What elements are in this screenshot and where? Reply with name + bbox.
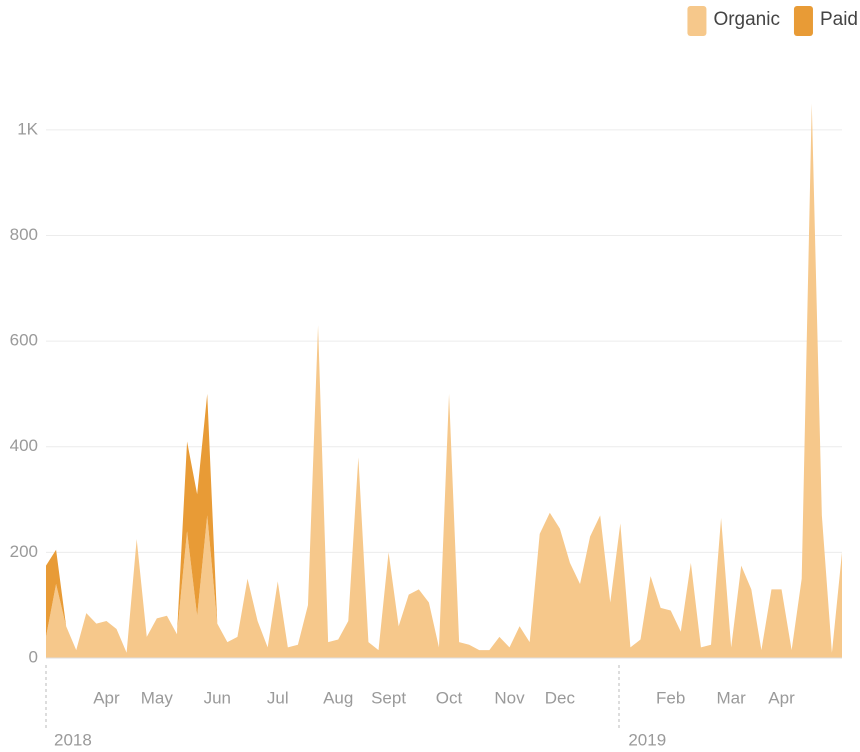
- x-tick-label: Dec: [545, 688, 576, 707]
- legend-label: Organic: [713, 9, 780, 30]
- y-tick-label: 200: [10, 542, 38, 561]
- x-tick-label: Jun: [204, 688, 231, 707]
- legend-swatch: [687, 6, 707, 36]
- x-tick-label: Nov: [494, 688, 525, 707]
- year-label: 2018: [54, 730, 92, 749]
- y-tick-label: 0: [29, 647, 38, 666]
- area: [46, 103, 842, 659]
- year-label: 2019: [628, 730, 666, 749]
- legend-label: Paid: [820, 9, 858, 30]
- x-tick-label: Apr: [93, 688, 120, 707]
- x-tick-label: Mar: [717, 688, 747, 707]
- x-tick-label: Aug: [323, 688, 353, 707]
- x-tick-label: Oct: [436, 688, 463, 707]
- y-tick-label: 1K: [17, 119, 38, 138]
- legend-swatch: [793, 6, 813, 36]
- x-tick-label: May: [141, 688, 174, 707]
- x-tick-label: Sept: [371, 688, 406, 707]
- x-tick-label: Jul: [267, 688, 289, 707]
- x-tick-label: Feb: [656, 688, 685, 707]
- y-tick-label: 800: [10, 225, 38, 244]
- y-tick-label: 400: [10, 436, 38, 455]
- x-tick-label: Apr: [768, 688, 795, 707]
- y-tick-label: 600: [10, 331, 38, 350]
